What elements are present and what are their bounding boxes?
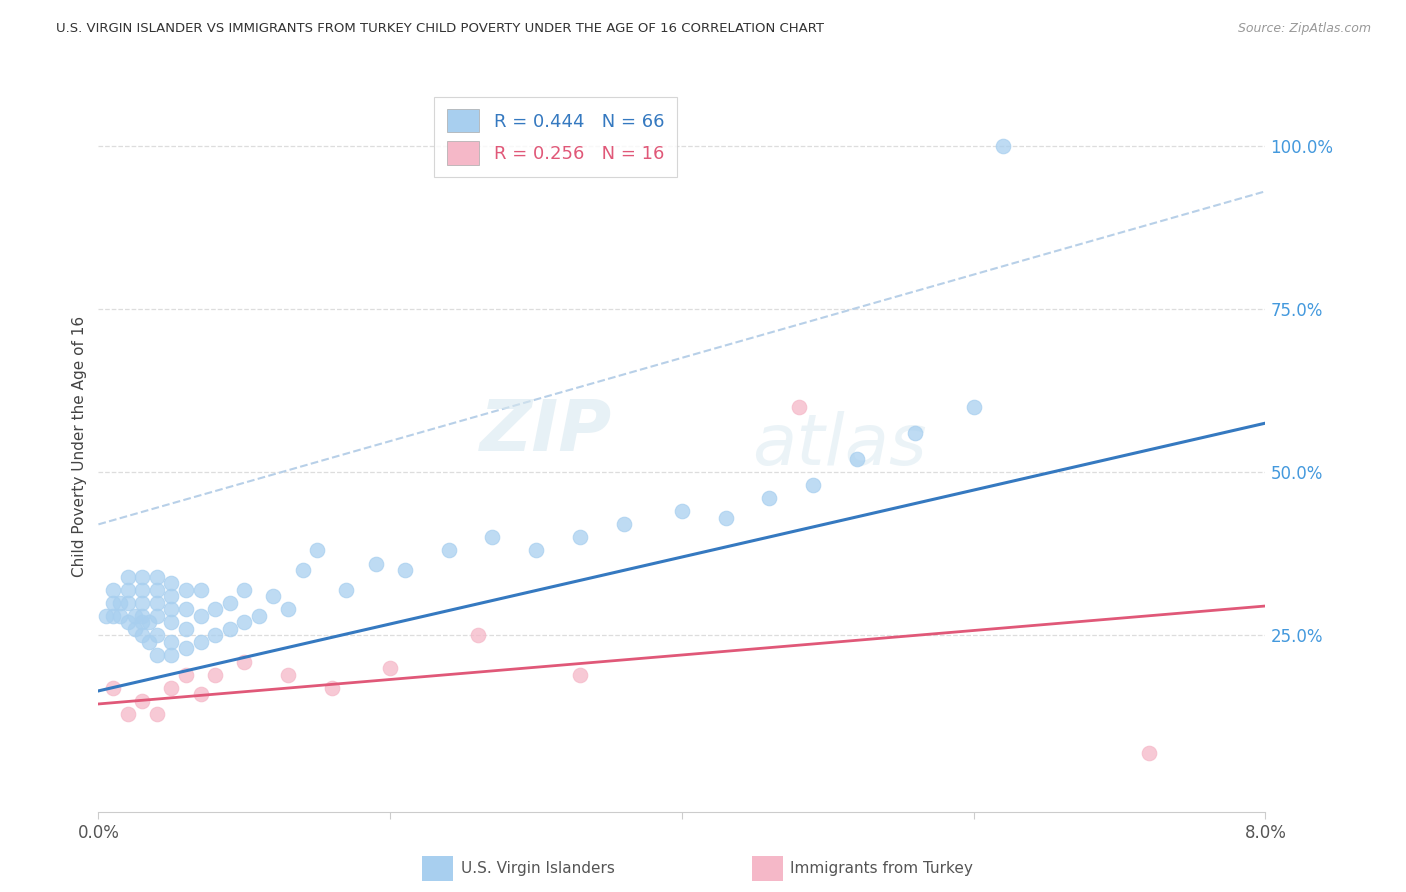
Point (787, 400, 810, 414)
Point (321, 681, 343, 695)
Point (131, 628, 153, 642)
Point (568, 530, 591, 544)
Point (291, 563, 314, 577)
Point (174, 582, 197, 597)
Point (1137, 746, 1160, 760)
Point (612, 517, 634, 532)
Point (190, 687, 212, 701)
Point (124, 622, 146, 636)
Point (218, 622, 240, 636)
Point (94, 608, 117, 623)
Text: Source: ZipAtlas.com: Source: ZipAtlas.com (1237, 22, 1371, 36)
Point (437, 543, 460, 558)
Point (174, 622, 197, 636)
Point (138, 635, 160, 649)
Point (394, 563, 416, 577)
Point (204, 667, 226, 681)
Point (131, 694, 153, 708)
Point (131, 596, 153, 610)
Point (758, 491, 780, 506)
Y-axis label: Child Poverty Under the Age of 16: Child Poverty Under the Age of 16 (72, 316, 87, 576)
Point (146, 569, 169, 583)
Point (481, 530, 503, 544)
Point (846, 452, 869, 467)
Point (190, 608, 212, 623)
Text: Immigrants from Turkey: Immigrants from Turkey (790, 862, 973, 876)
Point (117, 596, 139, 610)
Point (233, 615, 256, 630)
Point (277, 602, 299, 616)
Point (131, 608, 153, 623)
Point (218, 596, 240, 610)
Point (671, 504, 693, 518)
Point (131, 615, 153, 630)
Point (124, 608, 146, 623)
Point (146, 628, 169, 642)
Point (467, 628, 489, 642)
Point (160, 602, 183, 616)
Point (568, 667, 591, 681)
Point (277, 667, 299, 681)
Point (190, 635, 212, 649)
Point (714, 511, 737, 525)
Point (131, 582, 153, 597)
Point (801, 478, 824, 492)
Point (117, 706, 139, 721)
Point (233, 655, 256, 669)
Point (364, 557, 387, 571)
Point (117, 615, 139, 630)
Point (174, 641, 197, 656)
Point (991, 138, 1014, 153)
Point (117, 582, 139, 597)
Point (247, 608, 270, 623)
Point (524, 543, 547, 558)
Point (146, 648, 169, 662)
Point (131, 569, 153, 583)
Point (962, 400, 984, 414)
Point (110, 608, 132, 623)
Point (101, 596, 124, 610)
Point (204, 602, 226, 616)
Point (335, 582, 357, 597)
Point (101, 608, 124, 623)
Point (138, 615, 160, 630)
Point (146, 582, 169, 597)
Point (146, 608, 169, 623)
Point (174, 667, 197, 681)
Point (160, 615, 183, 630)
Point (233, 582, 256, 597)
Point (174, 602, 197, 616)
Point (101, 582, 124, 597)
Point (160, 635, 183, 649)
Point (160, 681, 183, 695)
Legend: R = 0.444   N = 66, R = 0.256   N = 16: R = 0.444 N = 66, R = 0.256 N = 16 (434, 96, 676, 178)
Point (307, 543, 329, 558)
Point (146, 706, 169, 721)
Point (204, 628, 226, 642)
Point (160, 648, 183, 662)
Text: ZIP: ZIP (479, 397, 612, 466)
Point (101, 681, 124, 695)
Point (146, 596, 169, 610)
Point (117, 569, 139, 583)
Point (160, 576, 183, 591)
Text: U.S. Virgin Islanders: U.S. Virgin Islanders (461, 862, 614, 876)
Point (262, 589, 284, 603)
Text: U.S. VIRGIN ISLANDER VS IMMIGRANTS FROM TURKEY CHILD POVERTY UNDER THE AGE OF 16: U.S. VIRGIN ISLANDER VS IMMIGRANTS FROM … (56, 22, 824, 36)
Point (110, 596, 132, 610)
Point (378, 661, 402, 675)
Text: atlas: atlas (752, 411, 927, 481)
Point (904, 425, 927, 440)
Point (160, 589, 183, 603)
Point (190, 582, 212, 597)
